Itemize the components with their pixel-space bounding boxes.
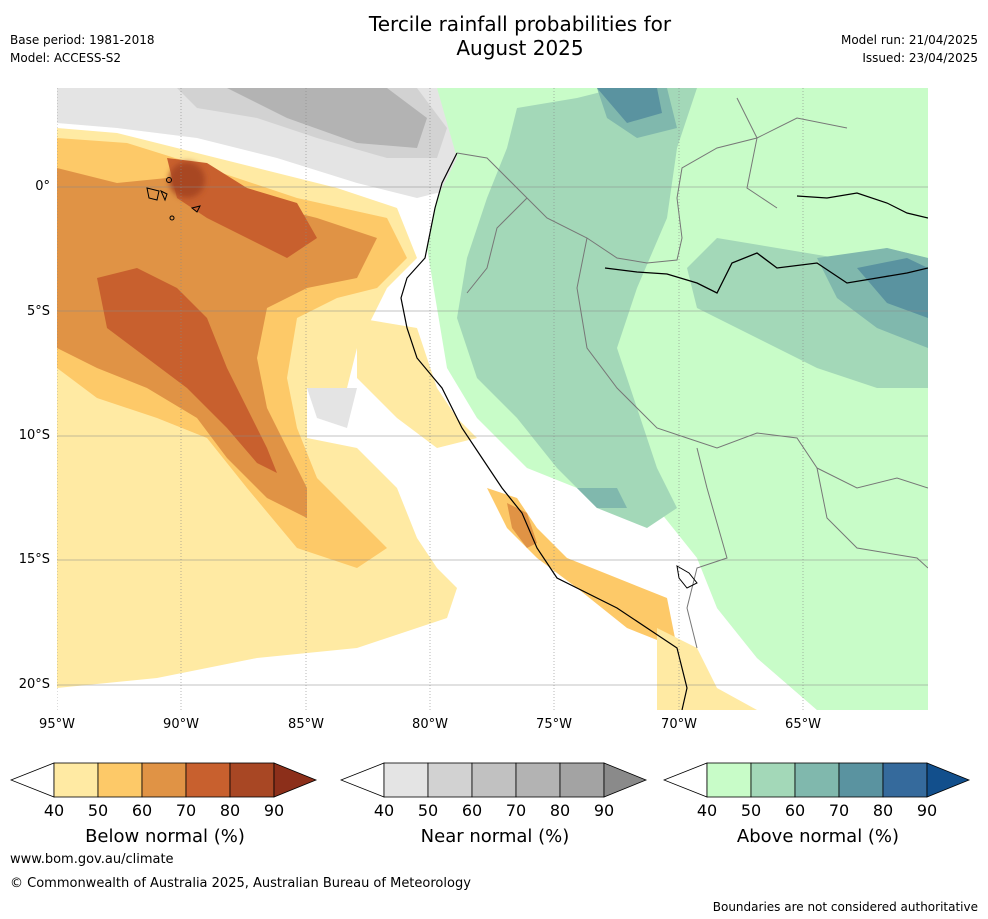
below-normal-swatch-under — [10, 762, 55, 798]
below-normal-tick-50: 50 — [87, 801, 109, 820]
above-normal-swatch-over — [926, 762, 971, 798]
above-normal-tick-60: 60 — [784, 801, 806, 820]
issued-date: Issued: 23/04/2025 — [862, 51, 978, 65]
lat-tick-10s: 10°S — [18, 428, 50, 443]
below-normal-colorbar — [10, 762, 318, 798]
lon-tick-70w: 70°W — [661, 717, 697, 732]
base-period: Base period: 1981-2018 — [10, 33, 155, 47]
map-title: Tercile rainfall probabilities for Augus… — [0, 12, 988, 60]
below-normal-tick-60: 60 — [131, 801, 153, 820]
above-normal-region — [427, 88, 928, 710]
above-normal-tick-50: 50 — [740, 801, 762, 820]
above-normal-colorbar-label: Above normal (%) — [736, 826, 900, 847]
lon-tick-75w: 75°W — [536, 717, 572, 732]
above-normal-tick-40: 40 — [696, 801, 718, 820]
lat-tick-15s: 15°S — [18, 552, 50, 567]
below-normal-swatch-1 — [53, 762, 99, 798]
country-borders — [456, 97, 928, 649]
above-normal-swatch-1 — [706, 762, 752, 798]
below-normal-tick-80: 80 — [219, 801, 241, 820]
above-normal-swatch-3 — [794, 762, 840, 798]
lake-titicaca — [676, 565, 698, 589]
below-normal-tick-90: 90 — [263, 801, 285, 820]
amazon-river — [604, 252, 928, 294]
lat-tick-5s: 5°S — [26, 304, 50, 319]
near-normal-swatch-3 — [471, 762, 517, 798]
near-normal-tick-70: 70 — [505, 801, 527, 820]
map-svg — [57, 88, 928, 710]
above-normal-tick-90: 90 — [916, 801, 938, 820]
model-name: Model: ACCESS-S2 — [10, 51, 122, 65]
lon-tick-95w: 95°W — [39, 717, 75, 732]
title-line-2: August 2025 — [456, 36, 584, 60]
lon-tick-65w: 65°W — [785, 717, 821, 732]
below-normal-swatch-over — [273, 762, 318, 798]
near-normal-tick-50: 50 — [417, 801, 439, 820]
below-normal-swatch-2 — [97, 762, 143, 798]
near-normal-swatch-2 — [427, 762, 473, 798]
amazon-north-channel — [796, 192, 928, 219]
lon-tick-80w: 80°W — [412, 717, 448, 732]
lat-tick-0: 0° — [35, 179, 50, 194]
copyright: © Commonwealth of Australia 2025, Austra… — [10, 876, 471, 891]
model-run-date: Model run: 21/04/2025 — [840, 33, 978, 47]
below-normal-swatch-5 — [229, 762, 275, 798]
above-normal-swatch-5 — [882, 762, 928, 798]
near-normal-swatch-4 — [515, 762, 561, 798]
below-normal-tick-40: 40 — [43, 801, 65, 820]
below-normal-swatch-3 — [141, 762, 187, 798]
near-normal-colorbar-label: Near normal (%) — [420, 826, 570, 847]
near-normal-swatch-under — [340, 762, 385, 798]
lon-tick-85w: 85°W — [288, 717, 324, 732]
above-normal-tick-80: 80 — [872, 801, 894, 820]
galapagos-islands — [146, 177, 201, 221]
above-normal-swatch-4 — [838, 762, 884, 798]
coastline — [400, 152, 688, 710]
title-line-1: Tercile rainfall probabilities for — [368, 12, 672, 36]
lon-tick-90w: 90°W — [163, 717, 199, 732]
disclaimer: Boundaries are not considered authoritat… — [712, 900, 978, 914]
above-normal-colorbar — [663, 762, 971, 798]
below-normal-colorbar-label: Below normal (%) — [85, 826, 245, 847]
below-normal-tick-70: 70 — [175, 801, 197, 820]
near-normal-tick-40: 40 — [373, 801, 395, 820]
below-normal-region — [57, 128, 757, 710]
website-link[interactable]: www.bom.gov.au/climate — [10, 852, 174, 867]
near-normal-swatch-5 — [559, 762, 605, 798]
lat-tick-20s: 20°S — [18, 677, 50, 692]
near-normal-tick-90: 90 — [593, 801, 615, 820]
near-normal-swatch-1 — [383, 762, 429, 798]
near-normal-swatch-over — [603, 762, 648, 798]
above-normal-swatch-under — [663, 762, 708, 798]
below-normal-swatch-4 — [185, 762, 231, 798]
near-normal-colorbar — [340, 762, 648, 798]
rainfall-probability-map — [57, 88, 928, 710]
near-normal-tick-60: 60 — [461, 801, 483, 820]
near-normal-tick-80: 80 — [549, 801, 571, 820]
above-normal-swatch-2 — [750, 762, 796, 798]
above-normal-tick-70: 70 — [828, 801, 850, 820]
